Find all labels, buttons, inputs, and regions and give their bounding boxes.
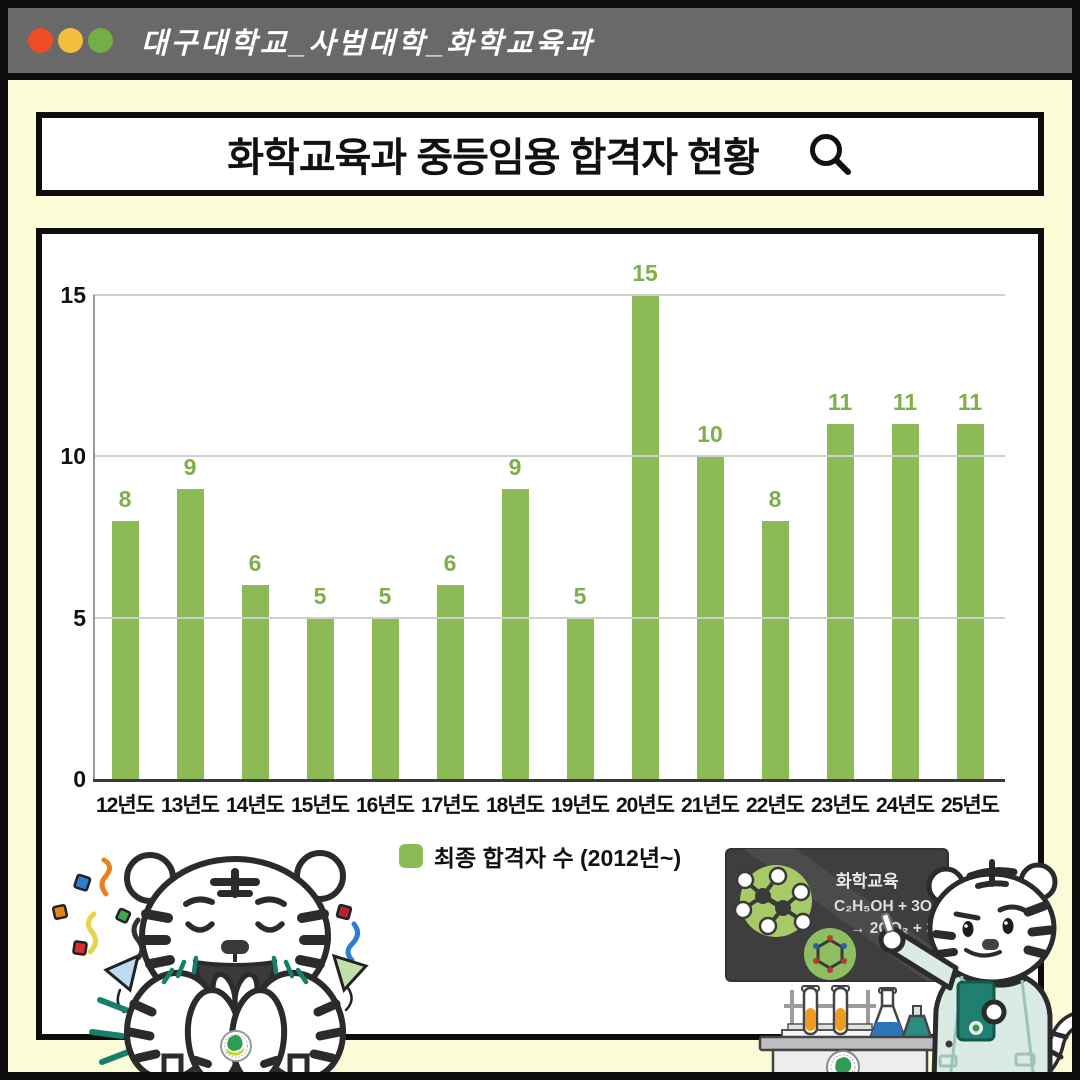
chalkboard: 화학교육 C₂H₅OH + 3O₂ → 2CO₂ + 3H₂O: [725, 848, 965, 982]
legend-label: 최종 합격자 수 (2012년~): [433, 845, 682, 871]
gridline: [93, 616, 1005, 619]
x-tick-label: 22년도: [746, 794, 805, 817]
bar: [436, 585, 464, 779]
x-tick-label: 25년도: [941, 794, 1000, 817]
x-tick-label: 18년도: [486, 794, 545, 817]
gridline: [93, 294, 1005, 296]
bar-value-label: 5: [378, 582, 392, 609]
chalkboard-equation-1: C₂H₅OH + 3O₂: [834, 898, 939, 915]
bar-value-label: 11: [892, 389, 918, 416]
gridline: [93, 455, 1005, 458]
tiger-teacher-illustration: 화학교육 C₂H₅OH + 3O₂ → 2CO₂ + 3H₂O: [725, 848, 1072, 1072]
x-tick-label: 19년도: [551, 794, 610, 817]
bar: [566, 617, 594, 779]
x-tick-label: 16년도: [356, 794, 415, 817]
x-axis-line: [93, 779, 1005, 782]
x-tick-label: 24년도: [876, 794, 935, 817]
tiger-body: [123, 850, 347, 1072]
bar-value-label: 15: [632, 260, 658, 286]
bar-value-label: 5: [313, 582, 327, 609]
bar: [371, 617, 399, 779]
bar: [306, 617, 334, 779]
bar-value-label: 11: [827, 389, 853, 416]
bar-value-label: 6: [248, 550, 262, 577]
window-title: 대구대학교_사범대학_화학교육과: [141, 27, 595, 60]
bar: [891, 424, 919, 779]
bar-value-label: 8: [768, 485, 782, 512]
bar-value-label: 11: [957, 389, 983, 416]
y-tick-label: 15: [60, 282, 86, 308]
lab-desk: [758, 1035, 942, 1072]
x-tick-label: 17년도: [421, 794, 480, 817]
window-dot-red[interactable]: [28, 28, 53, 53]
bar: [826, 424, 854, 779]
x-tick-label: 15년도: [291, 794, 350, 817]
chalkboard-title: 화학교육: [836, 872, 899, 891]
bar: [631, 295, 659, 779]
y-axis-line: [93, 295, 95, 779]
tiger-teacher: [878, 859, 1072, 1072]
x-tick-label: 12년도: [96, 794, 155, 817]
bar: [111, 520, 139, 779]
x-tick-label: 21년도: [681, 794, 740, 817]
bar-value-label: 9: [508, 453, 522, 480]
bar-value-label: 5: [573, 582, 587, 609]
bar-value-label: 6: [443, 550, 457, 577]
y-tick-label: 5: [73, 604, 86, 631]
search-icon[interactable]: [807, 131, 853, 177]
bar-chart-plot: 8 12년도 9 13년도 6 14년도 5 15년도 5 16년도 6 17년도 9 18년도 5 19년도…: [42, 234, 1038, 1034]
medal-emblem: [220, 1030, 252, 1062]
lab-glassware: [781, 985, 933, 1041]
x-tick-label: 23년도: [811, 794, 870, 817]
celebrating-tiger-illustration: [52, 850, 369, 1072]
bar-value-label: 10: [697, 421, 723, 448]
window-titlebar: 대구대학교_사범대학_화학교육과: [8, 8, 1072, 80]
x-tick-label: 13년도: [161, 794, 220, 817]
window-controls: [28, 28, 113, 53]
y-tick-label: 0: [73, 766, 86, 792]
window-dot-green[interactable]: [88, 28, 113, 53]
bar: [176, 488, 204, 779]
chart-legend: 최종 합격자 수 (2012년~): [42, 842, 1038, 871]
x-tick-label: 20년도: [616, 794, 675, 817]
bar: [241, 585, 269, 779]
y-tick-label: 10: [60, 443, 86, 470]
legend-swatch: [398, 844, 423, 868]
confetti-icons: [52, 853, 369, 1014]
window-dot-yellow[interactable]: [58, 28, 83, 53]
bar: [956, 424, 984, 779]
bar: [501, 488, 529, 779]
page-title: 화학교육과 중등임용 합격자 현황: [227, 136, 760, 180]
bar-value-label: 8: [118, 485, 132, 512]
bar-value-label: 9: [183, 453, 197, 480]
molecule-circle-small: [804, 928, 856, 980]
x-tick-label: 14년도: [226, 794, 285, 817]
bar: [761, 520, 789, 779]
title-box: 화학교육과 중등임용 합격자 현황: [36, 112, 1044, 196]
